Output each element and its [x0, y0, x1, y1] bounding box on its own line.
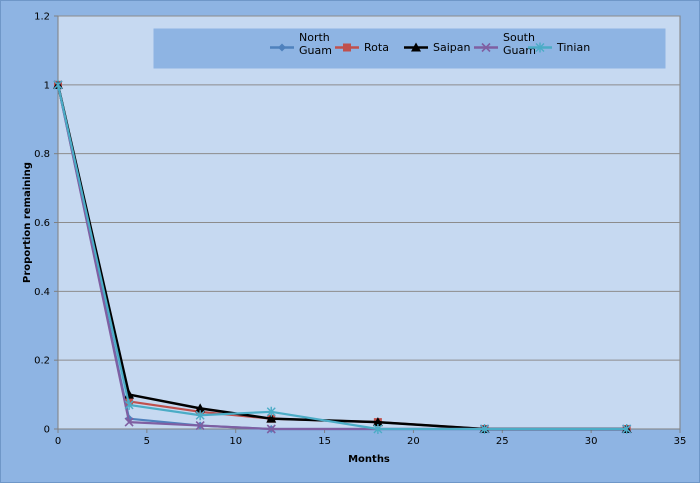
- legend-label: Rota: [364, 41, 389, 54]
- x-tick-label: 15: [318, 436, 331, 447]
- y-tick-label: 0.8: [34, 149, 50, 160]
- legend-label: Tinian: [556, 41, 590, 54]
- x-tick-label: 0: [55, 436, 61, 447]
- gridlines: [58, 15, 680, 361]
- x-tick-label: 35: [674, 436, 687, 447]
- x-tick-label: 5: [144, 436, 150, 447]
- y-axis-title: Proportion remaining: [22, 162, 33, 283]
- data-point-tinian: [266, 406, 276, 417]
- x-tick-label: 30: [585, 436, 598, 447]
- y-tick-label: 0: [44, 425, 50, 436]
- legend-entry-rota: Rota: [335, 41, 389, 54]
- legend-marker-north-guam: [278, 43, 286, 52]
- data-point-tinian: [53, 79, 63, 90]
- x-tick-label: 25: [496, 436, 509, 447]
- y-tick-label: 0.4: [34, 287, 50, 298]
- legend-entry-north-guam: North Guam: [270, 31, 332, 57]
- y-tick-label: 0.2: [34, 356, 50, 367]
- data-point-tinian: [622, 424, 632, 434]
- legend-marker-saipan: [411, 42, 421, 52]
- data-point-south-guam: [266, 424, 276, 434]
- data-point-south-guam: [195, 420, 205, 431]
- x-axis-title: Months: [348, 454, 390, 465]
- y-tick-label: 1.2: [34, 12, 50, 23]
- legend: North Guam Rota Saipan South Guam Tinian: [153, 28, 666, 69]
- legend-marker-tinian: [535, 42, 545, 53]
- data-point-tinian: [480, 424, 490, 434]
- legend-entry-south-guam: South Guam: [474, 31, 536, 57]
- legend-entry-saipan: Saipan: [404, 41, 471, 54]
- legend-label: North Guam: [299, 31, 332, 57]
- data-point-tinian: [373, 424, 383, 434]
- legend-label: Saipan: [433, 41, 471, 54]
- x-tick-label: 10: [229, 436, 242, 447]
- data-point-saipan: [195, 403, 206, 413]
- series-tinian: [53, 79, 632, 434]
- legend-entry-tinian: Tinian: [528, 41, 590, 54]
- y-tick-label: 0.6: [34, 218, 50, 229]
- data-point-south-guam: [124, 417, 134, 427]
- data-point-tinian: [195, 410, 205, 421]
- legend-label: South Guam: [503, 31, 536, 57]
- data-point-saipan: [266, 413, 277, 423]
- y-tick-label: 1: [44, 80, 50, 91]
- data-point-tinian: [124, 399, 134, 410]
- series-layer: [53, 79, 632, 434]
- legend-marker-rota: [343, 43, 351, 52]
- x-tick-label: 20: [407, 436, 420, 447]
- data-point-saipan: [372, 417, 383, 427]
- legend-marker-south-guam: [481, 42, 491, 53]
